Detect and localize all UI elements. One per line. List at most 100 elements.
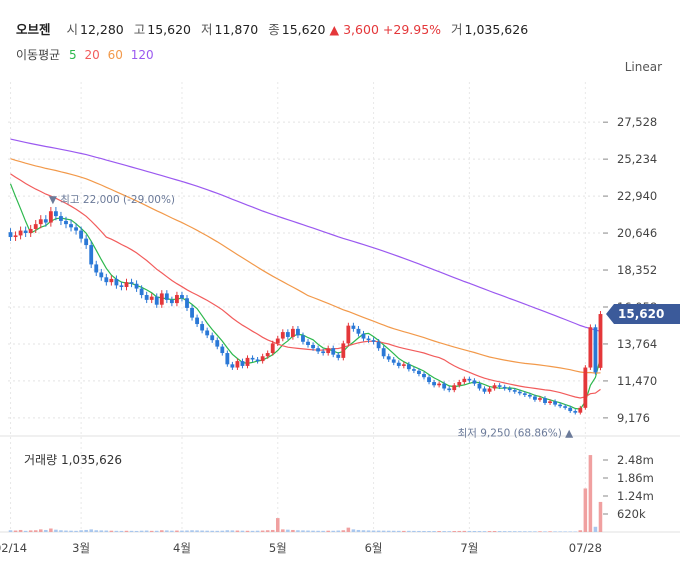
volume-bar (326, 530, 330, 532)
candle-body (396, 362, 401, 366)
candle-body (210, 335, 215, 341)
candle-body (89, 245, 94, 265)
ma-period-20[interactable]: 20 (84, 48, 100, 62)
price-tick-label: 22,940 (617, 189, 657, 203)
volume-bar (316, 530, 320, 532)
ma-period-5[interactable]: 5 (69, 48, 77, 62)
high-label: 고 (133, 22, 146, 37)
ma-line-120 (10, 138, 601, 332)
candle-body (553, 401, 558, 405)
candle-body (149, 296, 154, 300)
candle-body (593, 327, 598, 373)
candle-body (356, 328, 361, 334)
volume-bar (28, 530, 33, 532)
candle-body (507, 388, 512, 391)
volume-bar (109, 530, 114, 532)
candle-body (371, 340, 376, 342)
candle-body (341, 343, 346, 358)
candle-body (391, 359, 396, 363)
volume-bar (23, 530, 28, 532)
candle-body (169, 299, 174, 304)
candle-body (159, 293, 164, 305)
volume-bar (341, 530, 346, 532)
candle-body (301, 335, 305, 342)
candle-body (598, 314, 603, 368)
volume-bar (260, 530, 265, 532)
volume-bar (49, 528, 53, 532)
candle-body (477, 383, 482, 389)
volume-bar (270, 529, 275, 532)
candle-body (527, 394, 532, 397)
volume-bar (220, 530, 225, 532)
ma-legend-title: 이동평균 (16, 48, 61, 62)
candle-body (457, 382, 462, 386)
volume-bar (200, 530, 204, 532)
volume-bar (160, 530, 164, 532)
volume-bar (578, 530, 583, 532)
volume-bar (472, 531, 477, 532)
volume-bar (281, 529, 285, 532)
volume-bar (235, 530, 240, 532)
volume-bar (8, 530, 13, 532)
volume-bar (573, 531, 578, 532)
candle-body (69, 224, 73, 228)
volume-bar (548, 531, 552, 532)
candle-body (366, 338, 371, 341)
candle-body (195, 317, 200, 325)
candle-body (533, 396, 537, 400)
volume-bar (79, 530, 83, 532)
candle-body (447, 388, 452, 391)
candle-body (487, 388, 492, 392)
candle-body (129, 282, 134, 284)
ma-period-120[interactable]: 120 (130, 48, 154, 62)
candle-body (245, 357, 250, 366)
volume-bar (588, 455, 593, 532)
candle-body (18, 230, 23, 236)
candle-body (563, 406, 568, 408)
scale-mode-button[interactable]: Linear (624, 60, 662, 74)
volume-bar (533, 531, 537, 532)
candle-body (401, 364, 406, 366)
volume-bar (39, 529, 43, 532)
volume-bar (185, 530, 189, 532)
volume-bar (417, 530, 421, 532)
volume-bar (467, 530, 472, 532)
volume-bar (291, 529, 295, 532)
candle-body (482, 388, 487, 392)
candle-body (512, 390, 517, 392)
candle-body (462, 378, 467, 383)
time-tick-label: 5월 (269, 541, 287, 555)
candle-body (180, 295, 184, 299)
candle-body (321, 351, 326, 354)
time-tick-label: 07/28 (569, 541, 602, 555)
volume-bar (553, 531, 557, 532)
candle-body (452, 385, 457, 391)
volume-bar (543, 531, 547, 532)
candle-body (406, 364, 411, 370)
volume-bar (114, 530, 119, 532)
ma-period-60[interactable]: 60 (107, 48, 123, 62)
price-tick-label: 27,528 (617, 115, 657, 129)
volume-panel-value: 1,035,626 (60, 453, 123, 467)
candle-body (124, 282, 129, 287)
volume-panel-title: 거래량 1,035,626 (24, 451, 122, 468)
candle-body (64, 220, 68, 225)
volume-bar (286, 529, 290, 532)
candle-body (220, 346, 225, 354)
volume-bar (175, 530, 179, 532)
volume-bar (296, 530, 300, 532)
volume-bar (356, 529, 361, 532)
candle-body (351, 325, 356, 329)
time-axis: 02/14 3월 4월 5월 6월 7월 07/28 (0, 541, 602, 555)
volume-bar (89, 529, 93, 532)
volume-bar (134, 530, 139, 532)
candle-body (306, 341, 310, 345)
candle-body (336, 354, 341, 358)
candle-body (502, 386, 507, 389)
candle-body (432, 382, 436, 386)
change-percent: +29.95% (382, 22, 442, 37)
candle-body (296, 328, 300, 336)
volume-tick-label: 1.86m (617, 471, 654, 485)
price-axis: 27,528 25,234 22,940 20,646 18,352 16,058 13,7… (603, 115, 680, 425)
